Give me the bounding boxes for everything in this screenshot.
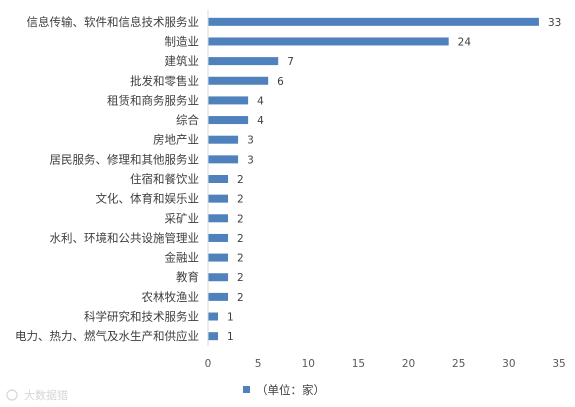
bar bbox=[208, 57, 279, 66]
x-tick-label: 20 bbox=[402, 358, 415, 370]
category-label: 制造业 bbox=[165, 34, 200, 48]
data-label: 1 bbox=[227, 331, 234, 343]
x-tick-label: 30 bbox=[502, 358, 515, 370]
data-label: 2 bbox=[237, 213, 244, 225]
data-label: 7 bbox=[287, 56, 294, 68]
data-label: 6 bbox=[277, 76, 284, 88]
watermark-text: 大数据猎 bbox=[24, 388, 68, 402]
bar bbox=[208, 17, 539, 26]
data-label: 33 bbox=[548, 17, 561, 29]
bar bbox=[208, 96, 249, 105]
data-label: 1 bbox=[227, 312, 234, 324]
legend-label: （单位：家） bbox=[256, 383, 325, 397]
bar bbox=[208, 175, 229, 183]
bar bbox=[208, 194, 229, 203]
bar bbox=[208, 76, 269, 85]
bars bbox=[208, 17, 539, 341]
bar bbox=[208, 273, 229, 282]
category-label: 居民服务、修理和其他服务业 bbox=[50, 152, 200, 166]
x-tick-label: 35 bbox=[552, 358, 565, 370]
bar bbox=[208, 332, 219, 341]
bar bbox=[208, 312, 219, 321]
bar bbox=[208, 135, 239, 144]
x-tick-label: 10 bbox=[302, 358, 315, 370]
category-label: 水利、环境和公共设施管理业 bbox=[50, 231, 200, 245]
category-label: 批发和零售业 bbox=[130, 74, 199, 88]
x-tick-label: 0 bbox=[205, 358, 212, 370]
category-label: 文化、体育和娱乐业 bbox=[96, 192, 200, 206]
category-label: 农林牧渔业 bbox=[142, 290, 200, 304]
category-label: 金融业 bbox=[165, 251, 200, 265]
category-label: 房地产业 bbox=[153, 133, 199, 147]
data-label: 2 bbox=[237, 194, 244, 206]
bar bbox=[208, 253, 229, 262]
x-tick-label: 15 bbox=[352, 358, 365, 370]
bar bbox=[208, 214, 229, 223]
data-label: 3 bbox=[247, 135, 254, 147]
value-axis-ticks: 0 5 10 15 20 25 30 35 bbox=[205, 358, 566, 370]
data-label: 4 bbox=[257, 95, 264, 107]
category-label: 建筑业 bbox=[165, 54, 200, 68]
data-label: 2 bbox=[237, 174, 244, 186]
category-label: 采矿业 bbox=[165, 211, 200, 225]
category-label: 租赁和商务服务业 bbox=[107, 93, 199, 107]
data-label: 2 bbox=[237, 233, 244, 245]
legend: （单位：家） bbox=[243, 383, 325, 397]
bar bbox=[208, 233, 229, 242]
x-tick-label: 5 bbox=[255, 358, 262, 370]
watermark-logo-icon bbox=[6, 389, 18, 401]
category-label: 教育 bbox=[176, 270, 199, 284]
data-label: 2 bbox=[237, 253, 244, 265]
category-label: 综合 bbox=[176, 113, 199, 127]
bar bbox=[208, 37, 449, 46]
legend-swatch bbox=[243, 386, 250, 393]
data-label: 3 bbox=[247, 154, 254, 166]
category-label: 住宿和餐饮业 bbox=[130, 172, 199, 186]
bar bbox=[208, 155, 239, 164]
category-label: 科学研究和技术服务业 bbox=[84, 310, 199, 324]
category-labels: 信息传输、软件和信息技术服务业制造业建筑业批发和零售业租赁和商务服务业综合房地产… bbox=[15, 15, 199, 343]
bar bbox=[208, 292, 229, 301]
category-label: 信息传输、软件和信息技术服务业 bbox=[27, 15, 200, 29]
data-label: 4 bbox=[257, 115, 264, 127]
category-label: 电力、热力、燃气及水生产和供应业 bbox=[15, 329, 199, 343]
data-label: 2 bbox=[237, 292, 244, 304]
data-label: 2 bbox=[237, 272, 244, 284]
bar bbox=[208, 116, 249, 125]
watermark: 大数据猎 bbox=[6, 388, 68, 402]
x-tick-label: 25 bbox=[452, 358, 465, 370]
data-label: 24 bbox=[458, 36, 472, 48]
